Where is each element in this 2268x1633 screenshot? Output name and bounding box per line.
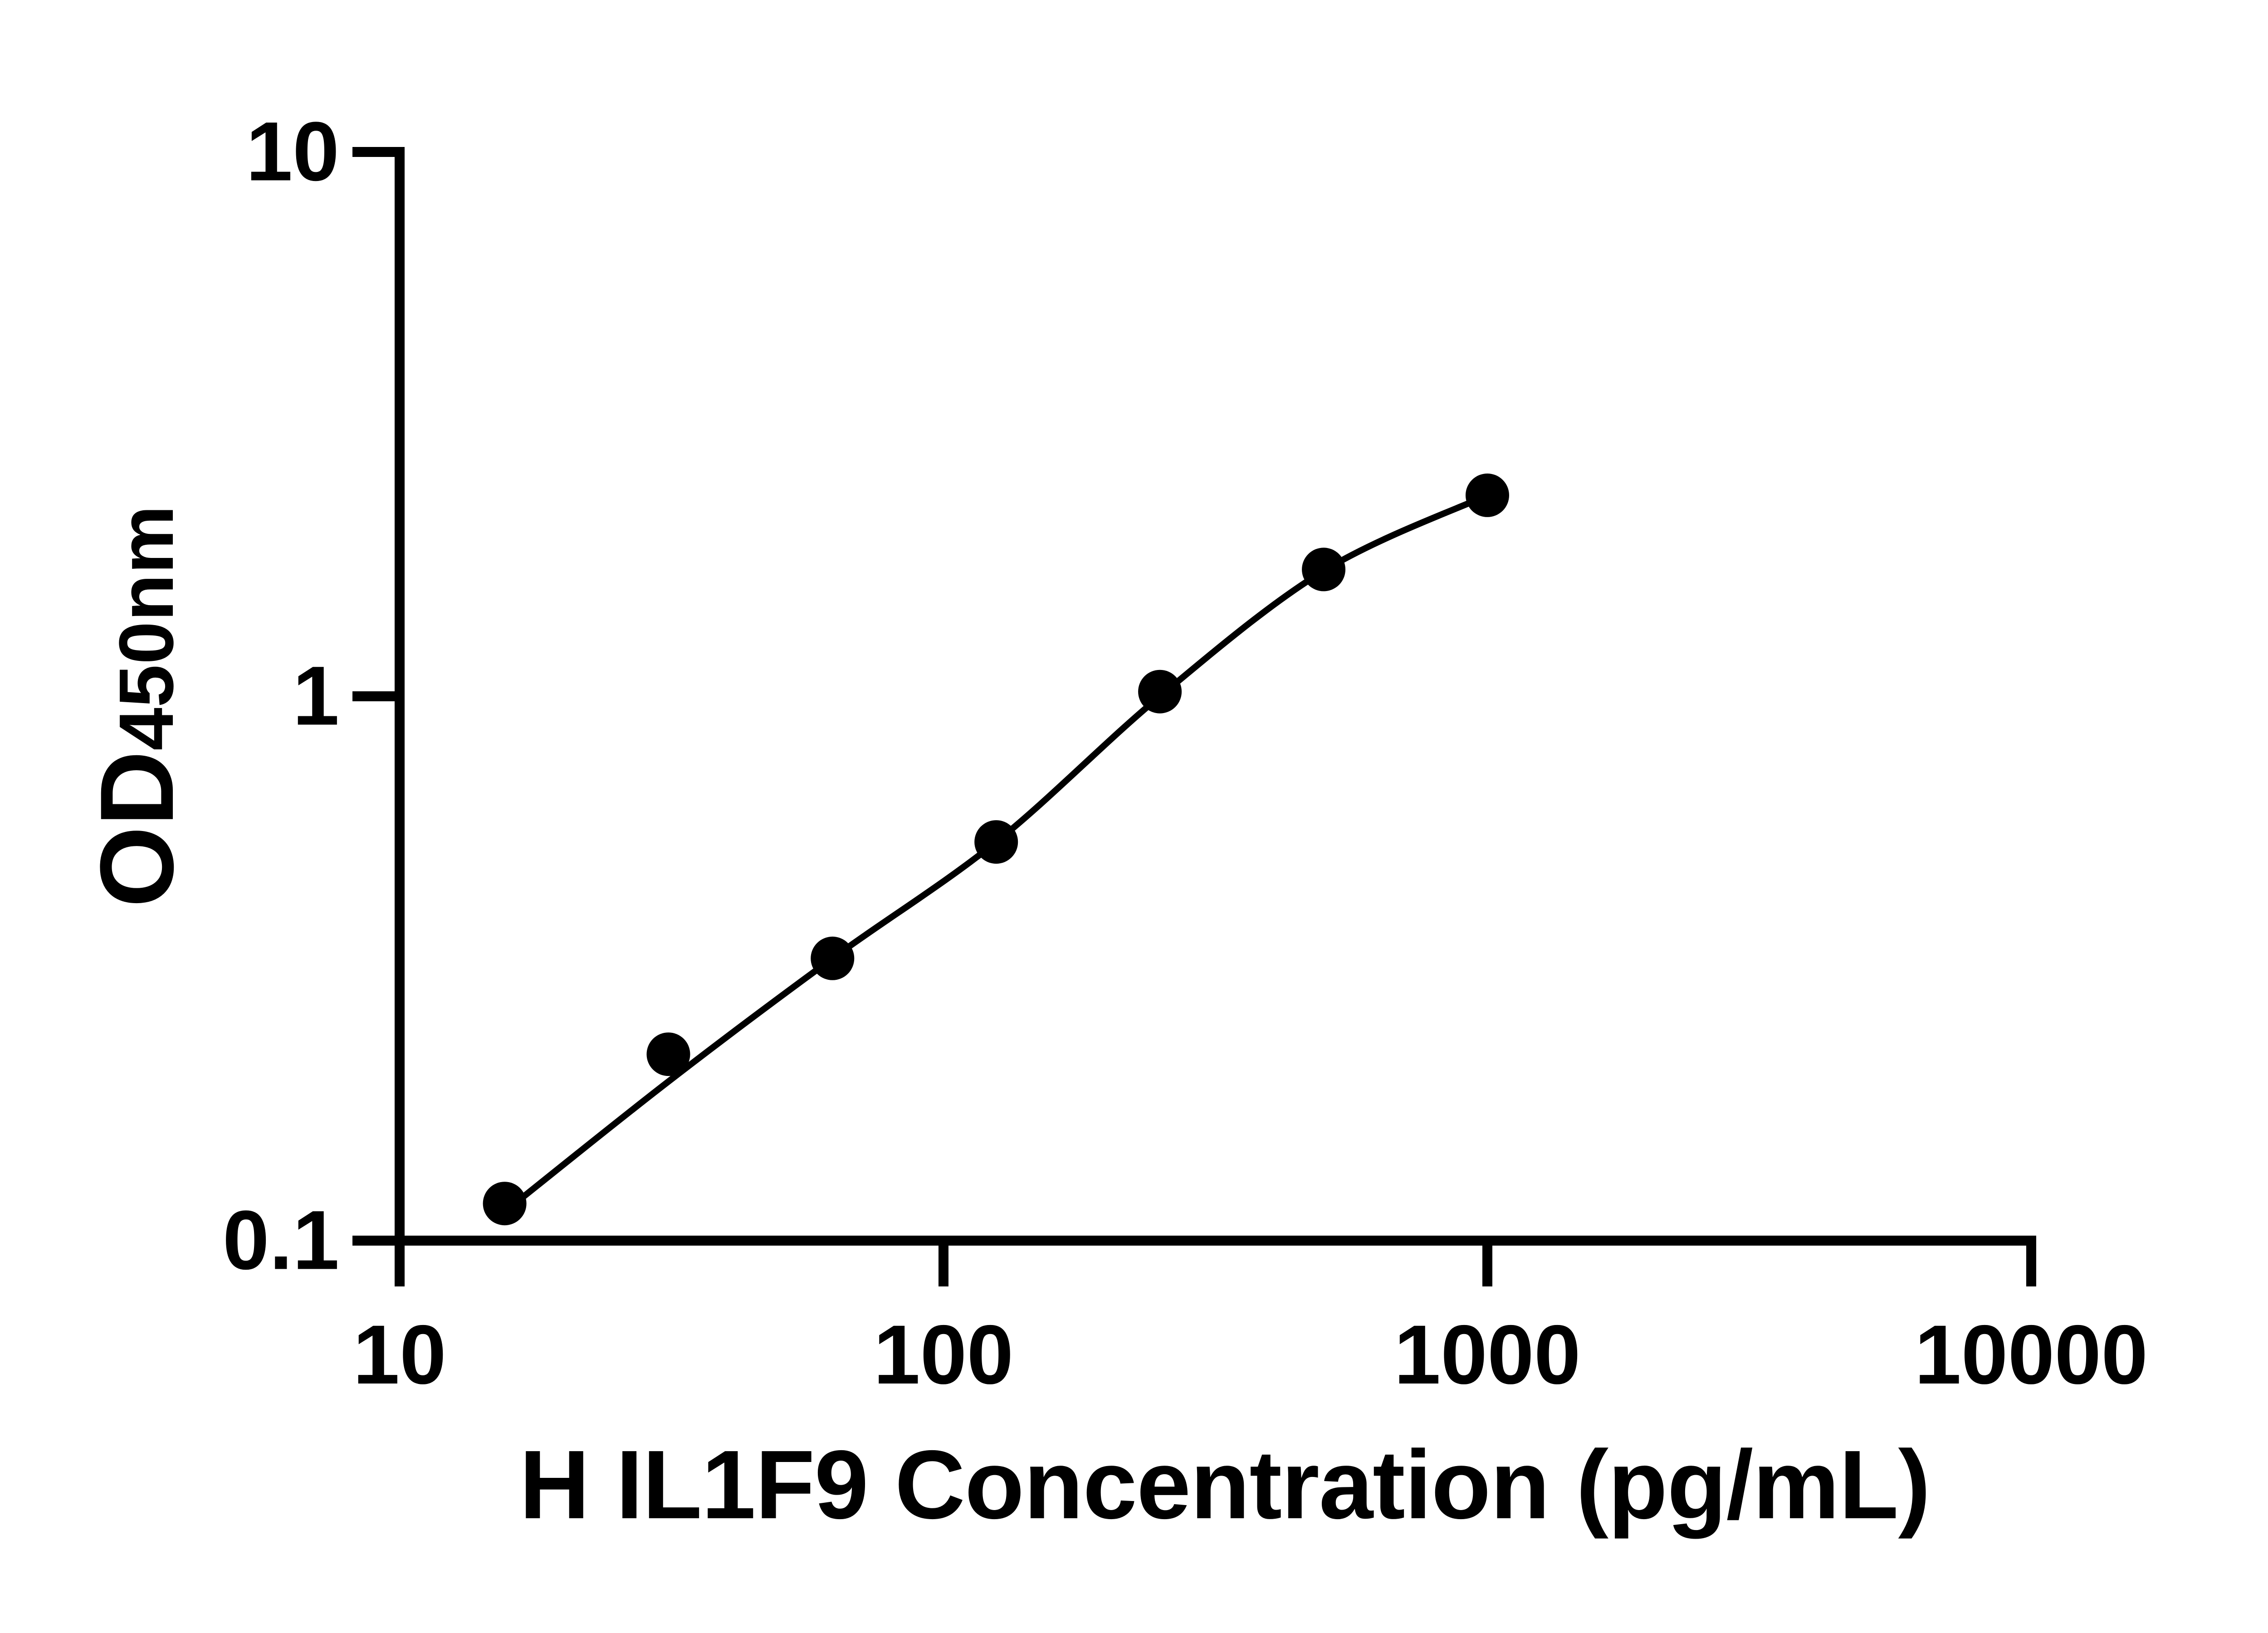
data-point	[483, 1182, 527, 1226]
y-axis-title: OD450nm	[69, 321, 205, 1092]
y-tick-label: 0.1	[222, 1193, 339, 1287]
data-point	[1302, 548, 1346, 592]
x-tick-label: 1000	[1394, 1308, 1581, 1402]
data-point	[1466, 473, 1509, 517]
y-tick-label: 10	[246, 105, 339, 199]
x-tick-label: 100	[873, 1308, 1014, 1402]
data-point	[811, 936, 855, 980]
y-axis-title-subscript: 450nm	[103, 505, 190, 751]
data-point	[646, 1032, 690, 1076]
x-tick-label: 10000	[1914, 1308, 2148, 1402]
x-axis-title: H IL1F9 Concentration (pg/mL)	[519, 1430, 1931, 1539]
data-point	[1138, 670, 1182, 714]
data-point	[974, 820, 1018, 864]
y-axis-title-main: OD	[78, 750, 195, 908]
x-tick-label: 10	[353, 1308, 446, 1402]
y-tick-label: 1	[293, 649, 339, 743]
